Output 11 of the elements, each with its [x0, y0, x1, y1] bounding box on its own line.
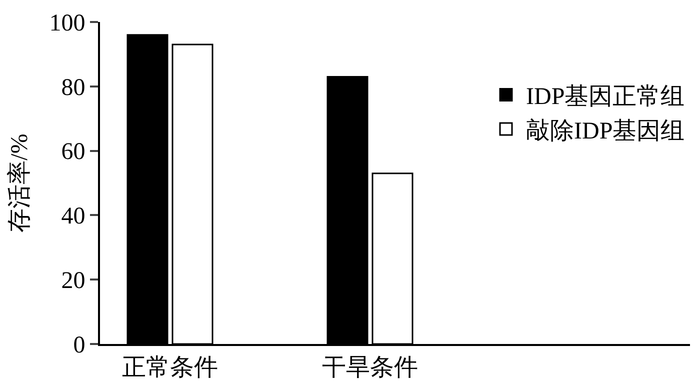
legend-label: IDP基因正常组 — [526, 84, 685, 110]
y-tick-label: 100 — [49, 10, 86, 36]
x-tick-label: 正常条件 — [122, 354, 218, 381]
y-tick-label: 0 — [73, 332, 86, 358]
y-tick-label: 20 — [61, 268, 86, 294]
legend-label: 敲除IDP基因组 — [526, 117, 685, 144]
y-tick-label: 80 — [61, 74, 86, 101]
y-tick-label: 40 — [61, 204, 86, 230]
y-tick-label: 60 — [61, 139, 86, 166]
x-tick-label: 干旱条件 — [322, 354, 418, 381]
y-axis-title: 存活率/% — [6, 134, 33, 232]
